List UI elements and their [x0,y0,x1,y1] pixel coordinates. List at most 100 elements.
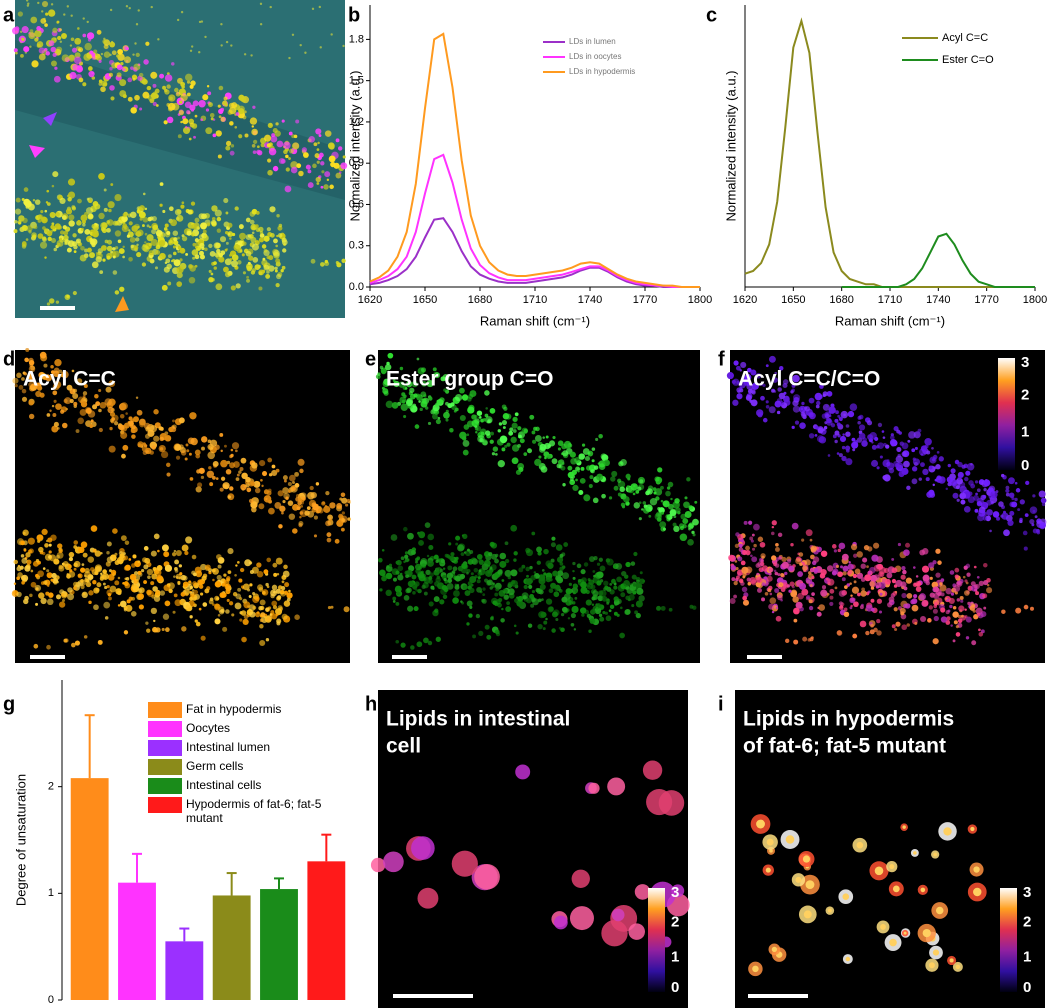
lipid-droplet [802,565,808,571]
lipid-droplet [46,569,50,573]
lipid-droplet [404,551,409,555]
lipid-droplet [64,239,71,245]
lipid-droplet [540,611,547,618]
lipid-droplet [252,592,256,596]
lipid-droplet [665,514,670,519]
lipid-droplet [46,598,54,606]
lipid-droplet [34,584,42,592]
lipid-droplet [95,53,99,56]
lipid-droplet [58,564,64,570]
lipid-droplet [588,629,592,633]
lipid-droplet [837,548,842,553]
lipid-droplet [28,400,34,406]
lipid-droplet [448,542,452,546]
lipid-droplet [120,61,124,66]
lipid-droplet [71,47,78,53]
lipid-droplet [424,522,431,528]
lipid-droplet [625,473,631,479]
lipid-droplet [48,543,52,547]
lipid-droplet [876,618,881,624]
lipid-droplet [439,568,444,573]
lipid-droplet [791,383,796,388]
lipid-droplet [820,550,828,557]
lipid-droplet [181,201,185,205]
lipid-droplet [259,624,264,629]
lipid-droplet [27,537,35,545]
lipid-droplet [45,51,50,56]
lipid-droplet [229,237,232,240]
lipid-droplet [104,616,109,620]
lipid-droplet [287,482,292,487]
lipid-droplet [227,570,232,574]
x-tick-label: 1800 [1023,294,1047,306]
lipid-droplet [248,561,253,565]
lipid-droplet [962,575,966,579]
lipid-droplet [243,614,249,620]
lipid-droplet [100,86,106,93]
lipid-droplet [839,435,847,443]
lipid-droplet [628,923,645,940]
scale-bar [40,306,75,310]
lipid-droplet [69,569,73,573]
lipid-droplet [258,605,263,611]
lipid-droplet [58,548,63,554]
x-tick-label: 1770 [974,294,998,306]
lipid-droplet [660,499,664,503]
lipid-droplet [954,574,959,579]
lipid-droplet [265,638,270,642]
lipid-droplet [129,236,136,243]
lipid-droplet [175,573,182,580]
lipid-droplet [950,468,956,474]
lipid-droplet [940,592,945,597]
lipid-droplet [776,577,784,585]
lipid-droplet [41,216,48,224]
lipid-droplet [176,214,184,222]
lipid-droplet [296,163,302,169]
lipid-droplet [903,549,910,556]
x-tick-label: 1650 [781,294,805,306]
lipid-droplet [937,597,943,604]
lipid-droplet [692,533,696,537]
lipid-droplet [62,422,68,429]
y-tick-label: 1.5 [349,75,364,87]
lipid-droplet [954,591,958,595]
lipid-droplet [760,558,764,562]
lipid-droplet [244,559,252,567]
lipid-droplet [284,590,289,595]
lipid-droplet [950,624,953,627]
lipid-droplet [260,478,263,482]
lipid-droplet [208,466,212,470]
scale-bar [748,994,808,998]
lipid-droplet [826,417,832,424]
tissue-band [15,40,345,200]
lipid-droplet [15,197,21,203]
legend-label: Germ cells [186,759,244,773]
lipid-droplet [268,507,275,515]
lipid-droplet [219,487,224,492]
y-axis-label: Degree of unsaturation [13,774,28,906]
lipid-droplet [494,452,498,456]
lipid-droplet [852,573,858,579]
lipid-droplet [225,578,229,582]
lipid-droplet [811,575,815,580]
lipid-droplet [656,517,662,522]
lipid-droplet [570,477,574,482]
lipid-droplet [192,242,197,247]
speck [125,4,129,8]
lipid-droplet [535,426,540,432]
image-title: Lipids in intestinal [386,708,570,731]
lipid-droplet [241,253,245,257]
lipid-droplet [565,588,572,595]
speck [225,40,229,44]
colorbar-tick-label: 0 [1023,979,1031,996]
lipid-droplet [144,232,148,236]
lipid-droplet [939,584,947,592]
lipid-droplet [70,37,75,42]
lipid-droplet [370,857,386,873]
lipid-droplet [36,385,43,391]
lipid-droplet [772,377,778,383]
lipid-droplet [809,567,815,573]
lipid-droplet [275,468,280,473]
lipid-droplet [791,522,799,530]
lipid-droplet [482,418,487,422]
